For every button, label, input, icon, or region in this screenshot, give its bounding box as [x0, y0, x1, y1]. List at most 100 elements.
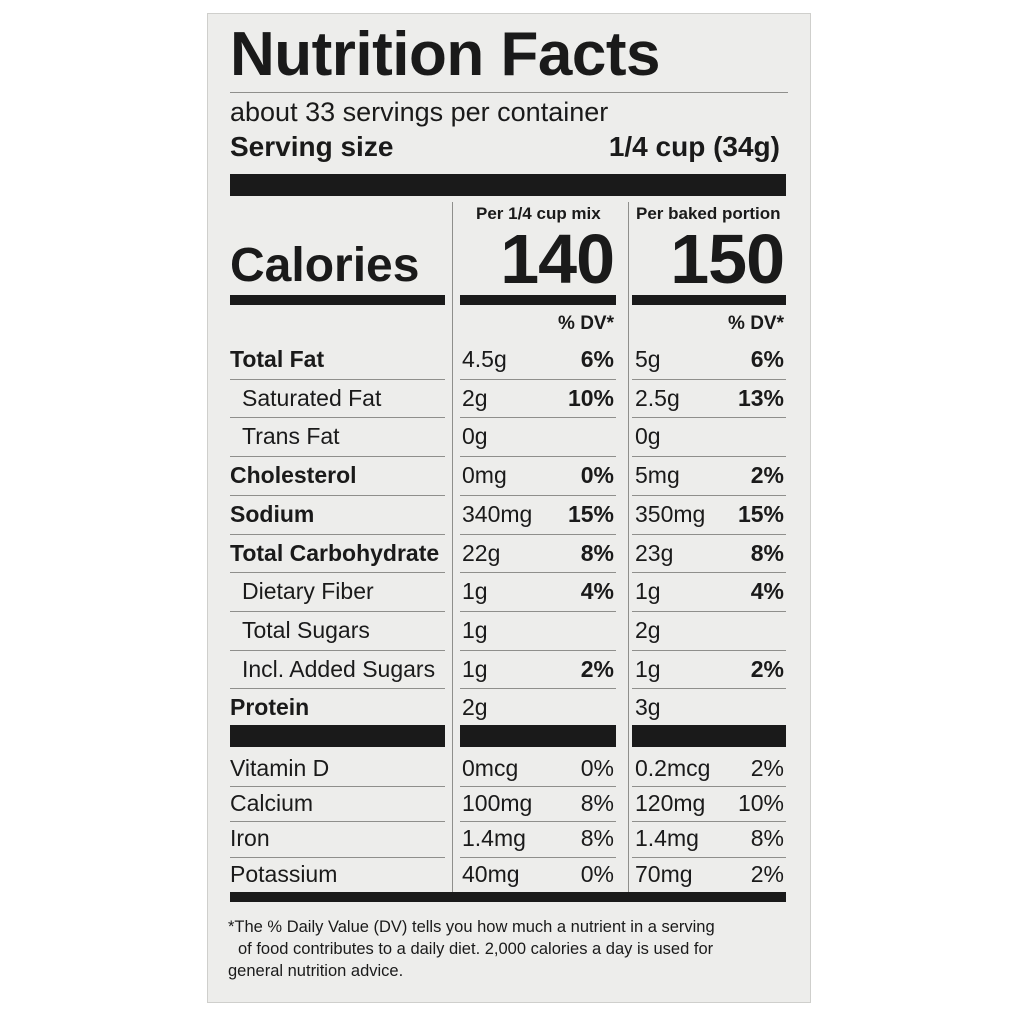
- mix-amount: 1.4mg: [462, 825, 526, 852]
- row-divider-1: [460, 649, 616, 651]
- mix-amount: 340mg: [462, 500, 533, 527]
- nutrient-name: Saturated Fat: [242, 384, 382, 411]
- row-divider-0: [230, 688, 445, 690]
- mix-amount: 2g: [462, 384, 488, 411]
- mix-daily-value: 8%: [580, 790, 614, 817]
- nutrient-name: Trans Fat: [242, 423, 340, 450]
- mix-daily-value: 6%: [580, 346, 614, 372]
- row-divider-0: [230, 417, 445, 419]
- baked-amount: 1g: [635, 655, 661, 682]
- nutrient-name: Total Sugars: [242, 616, 370, 643]
- vitamin-divider-2: [632, 786, 786, 788]
- row-divider-2: [632, 572, 786, 574]
- footnote: *The % Daily Value (DV) tells you how mu…: [228, 916, 788, 982]
- baked-amount: 350mg: [635, 500, 706, 527]
- mix-amount: 100mg: [462, 790, 533, 817]
- nutrition-facts-label: Nutrition Facts about 33 servings per co…: [207, 13, 811, 1003]
- mix-daily-value: 0%: [580, 860, 614, 887]
- vitamin-divider-1: [460, 821, 616, 823]
- calories-baked-value: 150: [670, 220, 785, 298]
- vitamin-name: Calcium: [230, 790, 314, 817]
- row-divider-0: [230, 533, 445, 535]
- vitamin-divider-2: [632, 821, 786, 823]
- baked-amount: 1.4mg: [635, 825, 699, 852]
- calories-bar-2: [460, 295, 616, 305]
- nutrient-name: Protein: [230, 694, 310, 721]
- column-divider-left: [452, 202, 453, 902]
- vitamin-divider-1: [460, 786, 616, 788]
- baked-daily-value: 8%: [750, 825, 784, 852]
- row-divider-0: [230, 456, 445, 458]
- mix-amount: 0g: [462, 423, 488, 450]
- row-divider-2: [632, 378, 786, 380]
- calories-bar-1: [230, 295, 445, 305]
- mix-amount: 1g: [462, 655, 488, 682]
- nutrient-name: Sodium: [230, 500, 315, 527]
- baked-daily-value: 6%: [750, 346, 784, 372]
- thick-divider-top: [230, 174, 786, 196]
- calories-label: Calories: [230, 239, 420, 292]
- row-divider-1: [460, 572, 616, 574]
- nutrient-name: Dietary Fiber: [242, 578, 374, 605]
- row-divider-2: [632, 610, 786, 612]
- calories-mix-value: 140: [500, 220, 615, 298]
- row-divider-1: [460, 610, 616, 612]
- row-divider-1: [460, 378, 616, 380]
- row-divider-0: [230, 572, 445, 574]
- baked-daily-value: 13%: [737, 384, 784, 411]
- mix-daily-value: 8%: [580, 539, 614, 566]
- mix-daily-value: 8%: [580, 825, 614, 852]
- row-divider-1: [460, 417, 616, 419]
- vitamin-name: Vitamin D: [230, 755, 330, 781]
- baked-amount: 5mg: [635, 462, 680, 489]
- row-divider-2: [632, 649, 786, 651]
- mix-amount: 2g: [462, 694, 488, 721]
- nutrient-name: Total Fat: [230, 346, 325, 372]
- thick-divider-vitamins-2: [632, 725, 786, 747]
- row-divider-1: [460, 533, 616, 535]
- mix-daily-value: 10%: [567, 384, 614, 411]
- vitamin-divider-2: [632, 856, 786, 858]
- column-header-baked: Per baked portion: [636, 204, 781, 223]
- baked-amount: 23g: [635, 539, 674, 566]
- baked-amount: 0.2mcg: [635, 755, 711, 781]
- row-divider-0: [230, 649, 445, 651]
- mix-daily-value: 0%: [580, 462, 614, 489]
- mix-amount: 0mcg: [462, 755, 519, 781]
- footnote-line-3: general nutrition advice.: [228, 962, 404, 980]
- label-title: Nutrition Facts: [230, 20, 660, 89]
- vitamin-divider-0: [230, 821, 445, 823]
- row-divider-0: [230, 494, 445, 496]
- dv-header-baked: % DV*: [728, 313, 784, 334]
- baked-amount: 120mg: [635, 790, 706, 817]
- row-divider-1: [460, 688, 616, 690]
- vitamin-name: Iron: [230, 825, 270, 852]
- mix-daily-value: 0%: [580, 755, 614, 781]
- baked-daily-value: 4%: [750, 578, 784, 605]
- serving-size-value: 1/4 cup (34g): [608, 131, 780, 162]
- baked-daily-value: 10%: [737, 790, 784, 817]
- row-divider-1: [460, 456, 616, 458]
- nutrient-name: Incl. Added Sugars: [242, 655, 436, 682]
- mix-amount: 1g: [462, 616, 488, 643]
- column-header-mix: Per 1/4 cup mix: [476, 204, 601, 223]
- baked-amount: 70mg: [635, 860, 693, 887]
- baked-amount: 2g: [635, 616, 661, 643]
- mix-daily-value: 4%: [580, 578, 614, 605]
- servings-per-container: about 33 servings per container: [230, 97, 609, 127]
- footnote-line-2: of food contributes to a daily diet. 2,0…: [238, 940, 714, 958]
- mix-daily-value: 2%: [580, 655, 614, 682]
- nutrient-name: Total Carbohydrate: [230, 539, 440, 566]
- baked-daily-value: 2%: [750, 860, 784, 887]
- nutrient-name: Cholesterol: [230, 462, 357, 489]
- row-divider-2: [632, 688, 786, 690]
- row-divider-0: [230, 610, 445, 612]
- baked-amount: 5g: [635, 346, 661, 372]
- row-divider-0: [230, 378, 445, 380]
- row-divider-2: [632, 533, 786, 535]
- mix-amount: 4.5g: [462, 346, 507, 372]
- serving-size-label: Serving size: [230, 131, 394, 162]
- vitamin-divider-1: [460, 856, 616, 858]
- thick-divider-bottom: [230, 891, 786, 902]
- mix-amount: 0mg: [462, 462, 507, 489]
